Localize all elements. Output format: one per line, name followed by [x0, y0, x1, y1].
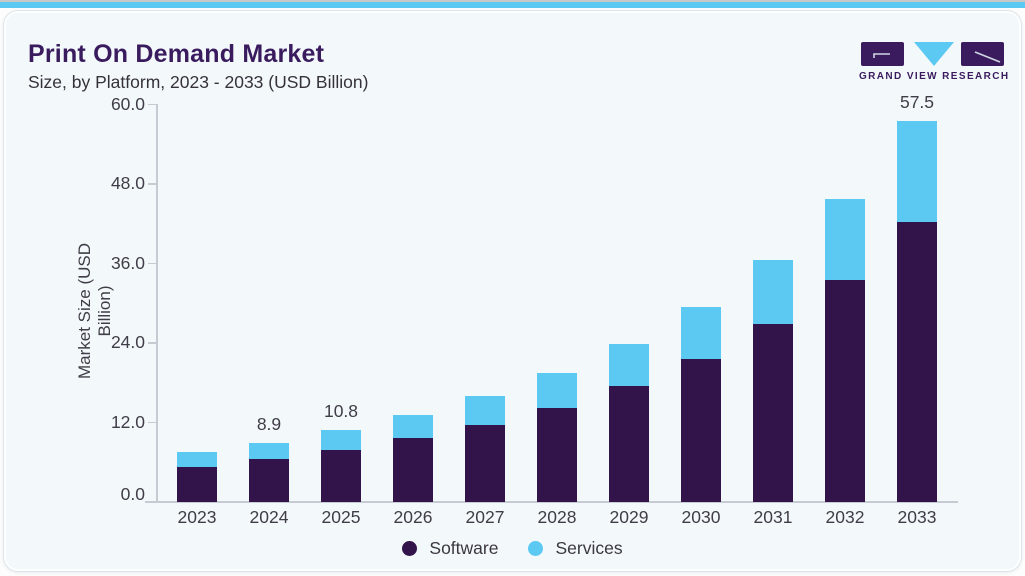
x-tick-label-2026: 2026 — [393, 507, 433, 527]
bar-segment-services-2032 — [825, 198, 865, 281]
bar-segment-services-2027 — [465, 396, 505, 426]
accent-top-bar — [0, 2, 1025, 8]
legend-item-services: Services — [528, 538, 623, 559]
bar-2023 — [177, 451, 217, 502]
y-axis-title: Market Size (USD Billion) — [75, 242, 114, 380]
bar-2031 — [753, 259, 793, 502]
x-tick-label-2029: 2029 — [609, 507, 649, 527]
legend-label-services: Services — [555, 538, 623, 558]
y-tick-label-24.0: 24.0 — [110, 332, 145, 352]
bar-segment-software-2023 — [177, 466, 217, 502]
chart-legend: Software Services — [0, 538, 1025, 559]
bar-2029 — [609, 343, 649, 502]
bar-2026 — [393, 415, 433, 502]
x-tick-label-2028: 2028 — [537, 507, 577, 527]
bar-2032 — [825, 198, 865, 502]
bar-segment-services-2026 — [393, 415, 433, 438]
bar-2024 — [249, 443, 289, 502]
bar-segment-software-2027 — [465, 425, 505, 502]
page-title: Print On Demand Market — [28, 40, 325, 68]
bar-value-label-2024: 8.9 — [256, 414, 282, 435]
chart-subtitle: Size, by Platform, 2023 - 2033 (USD Bill… — [28, 72, 369, 92]
bar-value-label-2033: 57.5 — [899, 92, 935, 113]
brand-name: GRAND VIEW RESEARCH — [859, 71, 1010, 82]
bar-2030 — [681, 306, 721, 502]
bar-segment-software-2028 — [537, 407, 577, 502]
bar-segment-services-2024 — [249, 443, 289, 459]
bar-segment-software-2031 — [753, 323, 793, 502]
software-legend-dot-icon — [402, 541, 418, 556]
y-tick-label-12.0: 12.0 — [110, 411, 145, 432]
bar-segment-software-2026 — [393, 437, 433, 502]
bar-segment-services-2029 — [609, 343, 649, 387]
bar-segment-software-2024 — [249, 458, 289, 502]
bar-segment-services-2031 — [753, 259, 793, 324]
y-tick-mark — [148, 421, 157, 424]
y-axis-line — [156, 104, 158, 502]
y-tick-mark — [148, 103, 157, 106]
bar-segment-services-2030 — [681, 306, 721, 359]
bar-2027 — [465, 396, 505, 502]
x-tick-label-2032: 2032 — [825, 507, 865, 527]
services-legend-dot-icon — [528, 541, 544, 556]
x-tick-label-2024: 2024 — [249, 507, 289, 527]
bar-segment-services-2025 — [321, 430, 361, 450]
y-tick-mark — [148, 262, 157, 265]
bar-segment-software-2030 — [681, 358, 721, 502]
x-tick-label-2023: 2023 — [177, 507, 217, 527]
x-tick-label-2025: 2025 — [321, 507, 361, 527]
legend-label-software: Software — [429, 538, 499, 558]
y-tick-mark — [148, 342, 157, 344]
grand-view-research-logo: GRAND VIEW RESEARCH — [859, 41, 1010, 85]
bar-2025 — [321, 430, 361, 502]
bar-2028 — [537, 372, 577, 502]
bar-2033 — [897, 121, 937, 502]
bar-segment-software-2029 — [609, 386, 649, 502]
x-tick-label-2027: 2027 — [465, 507, 505, 527]
y-tick-label-0.0: 0.0 — [120, 484, 145, 504]
x-tick-label-2030: 2030 — [681, 507, 721, 527]
y-tick-mark — [148, 183, 157, 185]
bar-segment-services-2033 — [897, 121, 937, 222]
y-tick-label-36.0: 36.0 — [110, 252, 145, 273]
bar-segment-software-2025 — [321, 449, 361, 502]
y-tick-label-60.0: 60.0 — [110, 93, 145, 114]
x-tick-label-2033: 2033 — [897, 507, 937, 527]
bar-segment-software-2033 — [897, 221, 937, 502]
legend-item-software: Software — [402, 538, 498, 559]
x-tick-label-2031: 2031 — [753, 507, 793, 527]
y-tick-label-48.0: 48.0 — [110, 173, 145, 193]
bar-segment-services-2028 — [537, 372, 577, 408]
bar-value-label-2025: 10.8 — [323, 401, 359, 422]
bar-segment-software-2032 — [825, 280, 865, 502]
gvr-logo-icon — [861, 42, 1004, 66]
window-top-hairline — [0, 0, 1025, 2]
bar-segment-services-2023 — [177, 451, 217, 467]
